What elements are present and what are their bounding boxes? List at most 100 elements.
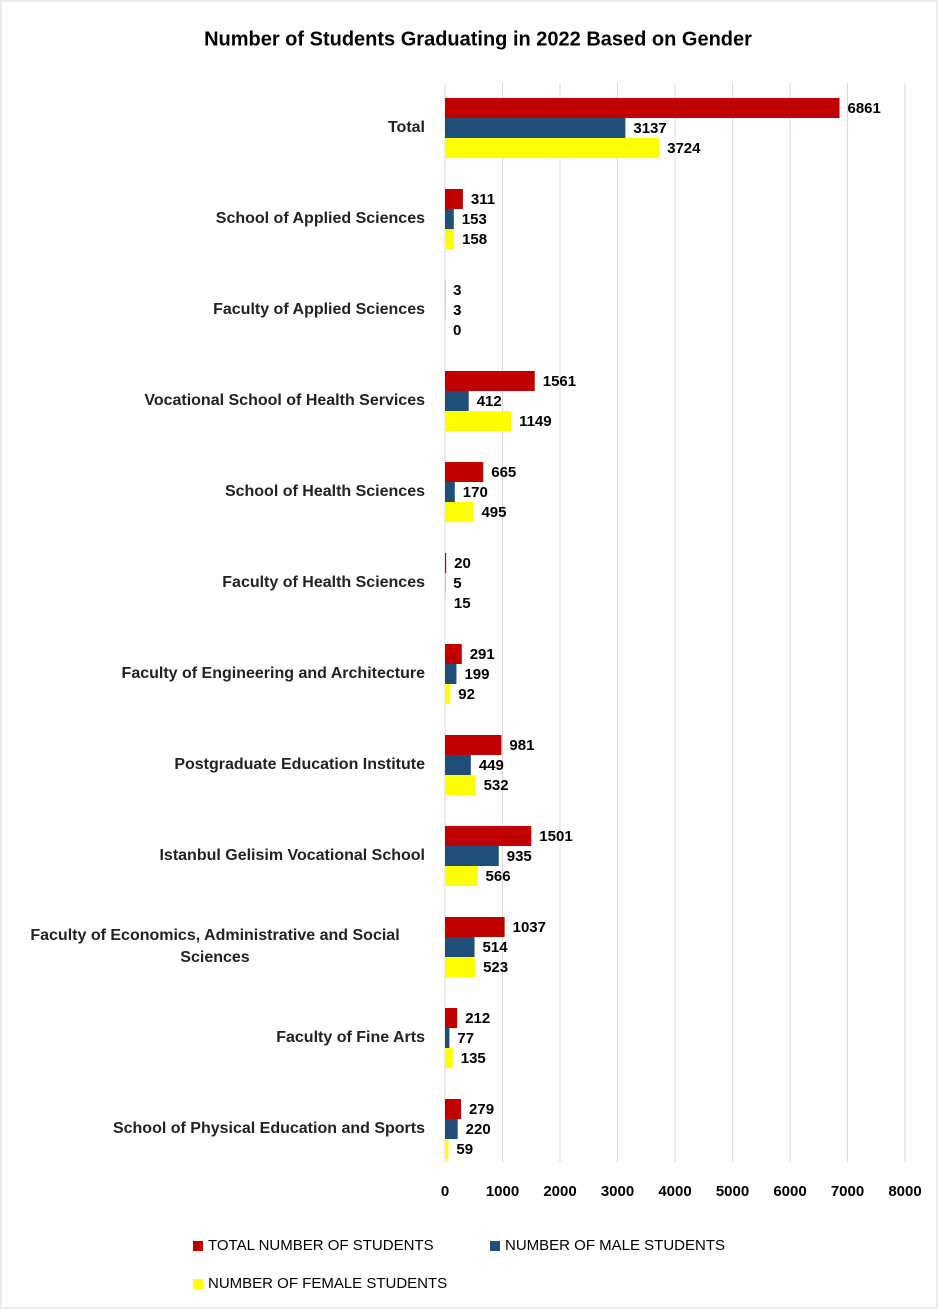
bar bbox=[445, 957, 476, 977]
y-tick-label: School of Applied Sciences bbox=[215, 210, 425, 227]
data-label: 92 bbox=[458, 686, 475, 703]
category-label-box: Total bbox=[5, 117, 425, 139]
bar bbox=[445, 735, 502, 755]
bar bbox=[445, 138, 660, 158]
data-label: 135 bbox=[461, 1050, 486, 1067]
bar bbox=[445, 866, 478, 886]
bar bbox=[445, 846, 499, 866]
y-tick-label: Faculty of Health Sciences bbox=[222, 574, 425, 591]
legend-label: NUMBER OF FEMALE STUDENTS bbox=[208, 1275, 447, 1292]
bar bbox=[445, 482, 455, 502]
category-label-box: School of Physical Education and Sports bbox=[5, 1118, 425, 1140]
data-label: 1149 bbox=[519, 413, 552, 430]
data-label: 279 bbox=[469, 1101, 494, 1118]
legend-swatch bbox=[193, 1241, 203, 1251]
y-tick-label: Faculty of Economics, Administrative and… bbox=[30, 927, 400, 966]
data-label: 158 bbox=[462, 231, 487, 248]
data-label: 495 bbox=[481, 504, 506, 521]
data-label: 0 bbox=[453, 322, 461, 339]
x-tick-label: 4000 bbox=[658, 1183, 691, 1200]
bar bbox=[445, 462, 484, 482]
data-label: 3724 bbox=[667, 140, 701, 157]
data-label: 1561 bbox=[543, 373, 576, 390]
data-label: 665 bbox=[491, 464, 516, 481]
data-label: 199 bbox=[464, 666, 489, 683]
bar bbox=[445, 371, 535, 391]
bar bbox=[445, 1028, 450, 1048]
y-tick-label: Total bbox=[387, 119, 425, 136]
data-label: 412 bbox=[477, 393, 502, 410]
y-tick-label: Faculty of Fine Arts bbox=[276, 1029, 425, 1046]
data-label: 3137 bbox=[633, 120, 666, 137]
x-tick-label: 7000 bbox=[831, 1183, 864, 1200]
bar bbox=[445, 917, 505, 937]
data-label: 220 bbox=[466, 1121, 491, 1138]
data-label: 153 bbox=[462, 211, 487, 228]
bar bbox=[445, 229, 455, 249]
data-label: 311 bbox=[471, 191, 495, 208]
x-tick-label: 3000 bbox=[601, 1183, 634, 1200]
data-label: 6861 bbox=[848, 100, 881, 117]
data-label: 981 bbox=[509, 737, 534, 754]
bar bbox=[445, 1119, 458, 1139]
bar bbox=[445, 684, 451, 704]
category-label-box: School of Applied Sciences bbox=[5, 208, 425, 230]
bar bbox=[445, 775, 476, 795]
bar bbox=[445, 644, 462, 664]
data-label: 3 bbox=[453, 302, 461, 319]
bar bbox=[445, 118, 626, 138]
legend-label: NUMBER OF MALE STUDENTS bbox=[505, 1237, 725, 1254]
legend-swatch bbox=[490, 1241, 500, 1251]
data-label: 523 bbox=[483, 959, 508, 976]
y-tick-label: Faculty of Engineering and Architecture bbox=[121, 665, 425, 682]
bar bbox=[445, 1048, 453, 1068]
bar bbox=[445, 1099, 462, 1119]
bar bbox=[445, 391, 469, 411]
data-label: 3 bbox=[453, 282, 461, 299]
data-label: 170 bbox=[463, 484, 488, 501]
x-tick-label: 1000 bbox=[486, 1183, 519, 1200]
bar bbox=[445, 664, 457, 684]
data-label: 59 bbox=[456, 1141, 473, 1158]
x-tick-label: 6000 bbox=[773, 1183, 806, 1200]
bar bbox=[445, 1139, 449, 1159]
x-tick-label: 5000 bbox=[716, 1183, 749, 1200]
category-label-box: Istanbul Gelisim Vocational School bbox=[5, 845, 425, 867]
category-label-box: Faculty of Engineering and Architecture bbox=[5, 663, 425, 685]
data-label: 449 bbox=[479, 757, 504, 774]
y-tick-label: Istanbul Gelisim Vocational School bbox=[159, 847, 425, 864]
y-tick-label: Vocational School of Health Services bbox=[144, 392, 425, 409]
data-label: 1501 bbox=[539, 828, 572, 845]
category-label-box: Faculty of Fine Arts bbox=[5, 1027, 425, 1049]
data-label: 77 bbox=[457, 1030, 474, 1047]
bar bbox=[445, 937, 475, 957]
bar bbox=[445, 593, 446, 613]
legend-label: TOTAL NUMBER OF STUDENTS bbox=[208, 1237, 434, 1254]
category-label-box: Vocational School of Health Services bbox=[5, 390, 425, 412]
y-tick-label: Postgraduate Education Institute bbox=[174, 756, 425, 773]
chart-title: Number of Students Graduating in 2022 Ba… bbox=[204, 28, 752, 50]
category-label-box: Postgraduate Education Institute bbox=[5, 754, 425, 776]
bar bbox=[445, 98, 840, 118]
bar bbox=[445, 755, 471, 775]
data-label: 5 bbox=[453, 575, 461, 592]
bar bbox=[445, 826, 532, 846]
category-label-box: Faculty of Applied Sciences bbox=[5, 299, 425, 321]
category-label-box: Faculty of Health Sciences bbox=[5, 572, 425, 594]
x-tick-label: 2000 bbox=[543, 1183, 576, 1200]
data-label: 514 bbox=[483, 939, 509, 956]
bar bbox=[445, 189, 463, 209]
bar bbox=[445, 209, 454, 229]
legend-swatch bbox=[193, 1279, 203, 1289]
y-tick-label: School of Physical Education and Sports bbox=[112, 1120, 425, 1137]
data-label: 20 bbox=[454, 555, 471, 572]
data-label: 1037 bbox=[513, 919, 546, 936]
category-label-box: School of Health Sciences bbox=[5, 481, 425, 503]
data-label: 291 bbox=[470, 646, 495, 663]
bar bbox=[445, 553, 447, 573]
data-label: 532 bbox=[484, 777, 509, 794]
data-label: 566 bbox=[486, 868, 511, 885]
y-tick-label: School of Health Sciences bbox=[224, 483, 425, 500]
